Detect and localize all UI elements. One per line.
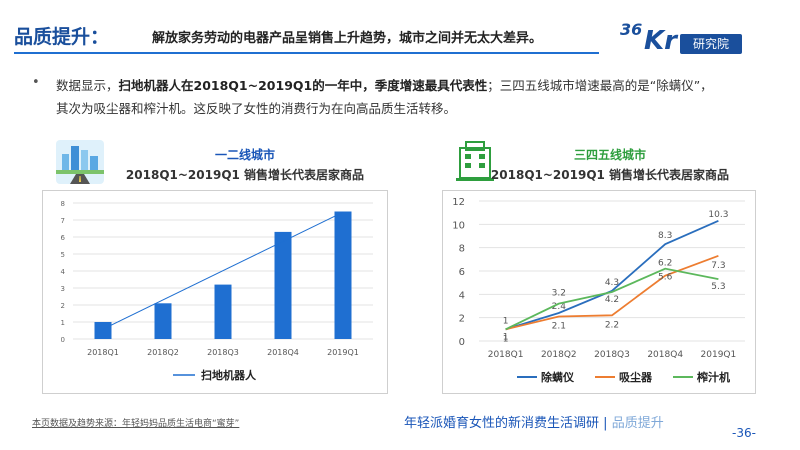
- footer-report-title: 年轻派婚育女性的新消费生活调研: [404, 416, 600, 431]
- left-y-tick-8: 8: [61, 200, 65, 208]
- footer-separator: |: [603, 416, 608, 431]
- right-legend-label-1: 吸尘器: [619, 370, 653, 384]
- left-x-tick-0: 2018Q1: [87, 348, 119, 357]
- right-y-tick-4: 8: [459, 244, 465, 255]
- right-x-tick-1: 2018Q2: [541, 350, 577, 360]
- right-data-label-1-0: 1: [503, 334, 509, 344]
- right-chart-frame: 0 2 4 6 8 10 12 2018Q1 2018Q2 2018Q3 2018Q4 2019Q1 1…: [442, 190, 756, 394]
- left-bar-2: [214, 284, 232, 339]
- left-y-tick-4: 4: [61, 268, 66, 276]
- building-icon: [456, 141, 494, 181]
- right-data-label-2-1: 3.2: [552, 289, 566, 299]
- right-data-label-2-0: 1: [503, 332, 509, 342]
- left-x-tick-2: 2018Q3: [207, 348, 239, 357]
- header-divider: [14, 52, 599, 54]
- right-data-label-2-2: 4.2: [605, 295, 619, 305]
- left-bar-0: [94, 322, 112, 339]
- right-y-tick-5: 10: [452, 220, 465, 231]
- header: 品质提升： 解放家务劳动的电器产品呈销售上升趋势，城市之间并无太大差异。: [0, 0, 800, 58]
- intro-bold: 扫地机器人在2018Q1~2019Q1的一年中，季度增速最具代表性: [118, 78, 488, 93]
- left-chart-frame: 0 1 2 3 4 5 6 7 8 2018Q1 2018Q2 2018Q3 2018Q4 2019Q1 扫…: [42, 190, 388, 394]
- right-line-0: [505, 220, 719, 331]
- right-x-tick-4: 2019Q1: [701, 350, 737, 360]
- right-y-tick-2: 4: [459, 290, 465, 301]
- left-x-tick-3: 2018Q4: [267, 348, 299, 357]
- footer-report: 年轻派婚育女性的新消费生活调研 | 品质提升: [404, 412, 664, 431]
- logo-num: 36: [620, 20, 643, 39]
- right-data-label-0-0: 1: [503, 316, 509, 326]
- left-y-tick-2: 2: [61, 302, 65, 310]
- right-data-label-2-3: 6.2: [658, 259, 672, 269]
- right-data-label-1-4: 7.3: [711, 261, 725, 271]
- left-chart: 0 1 2 3 4 5 6 7 8 2018Q1 2018Q2 2018Q3 2018Q4 2019Q1 扫…: [61, 200, 373, 382]
- logo-kr: Kr: [644, 26, 677, 56]
- right-data-label-0-3: 8.3: [658, 231, 672, 241]
- right-x-tick-0: 2018Q1: [488, 350, 524, 360]
- left-legend-label: 扫地机器人: [201, 368, 257, 382]
- left-y-tick-6: 6: [61, 234, 66, 242]
- right-data-label-1-3: 5.6: [658, 273, 673, 283]
- right-y-tick-3: 6: [459, 267, 465, 278]
- bullet-marker: •: [32, 75, 40, 90]
- right-y-tick-6: 12: [452, 197, 465, 208]
- page-number: -36-: [732, 426, 756, 440]
- left-y-tick-1: 1: [61, 319, 65, 327]
- logo-label: 研究院: [680, 34, 742, 54]
- right-legend-label-0: 除螨仪: [541, 370, 575, 384]
- right-chart: 0 2 4 6 8 10 12 2018Q1 2018Q2 2018Q3 2018Q4 2019Q1 1…: [452, 197, 745, 384]
- right-y-tick-0: 0: [459, 337, 465, 348]
- right-data-label-2-4: 5.3: [711, 282, 725, 292]
- right-data-label-0-2: 4.3: [605, 278, 619, 288]
- page-title: 品质提升：: [14, 26, 110, 48]
- left-y-tick-0: 0: [61, 336, 65, 344]
- left-y-tick-3: 3: [61, 285, 65, 293]
- footer-section: 品质提升: [611, 416, 664, 431]
- logo-36kr: 36 Kr 研究院: [620, 20, 750, 60]
- intro-part1: 数据显示，: [56, 78, 119, 93]
- footer-source: 本页数据及趋势来源：年轻妈妈品质生活电商“蜜芽”: [32, 419, 240, 429]
- left-y-tick-7: 7: [61, 217, 65, 225]
- left-y-tick-5: 5: [61, 251, 65, 259]
- right-chart-label: 三四五线城市: [573, 148, 646, 162]
- right-x-tick-2: 2018Q3: [594, 350, 630, 360]
- right-data-label-0-1: 2.4: [552, 302, 567, 312]
- left-chart-title: 2018Q1~2019Q1 销售增长代表居家商品: [125, 168, 365, 182]
- left-trendline: [102, 211, 344, 330]
- right-legend-label-2: 榨汁机: [696, 370, 730, 384]
- intro-part2: ；三四五线城市增速最高的是“除螨仪”，: [487, 78, 713, 93]
- right-chart-title: 2018Q1~2019Q1 销售增长代表居家商品: [490, 168, 730, 182]
- left-bar-3: [274, 231, 292, 339]
- left-x-tick-4: 2019Q1: [327, 348, 359, 357]
- page-subtitle: 解放家务劳动的电器产品呈销售上升趋势，城市之间并无太大差异。: [152, 31, 543, 46]
- intro-part3: 其次为吸尘器和榨汁机。这反映了女性的消费行为在向高品质生活转移。: [56, 101, 457, 116]
- left-bar-1: [154, 303, 172, 339]
- city-skyline-icon: [56, 140, 104, 184]
- right-y-tick-1: 2: [459, 314, 465, 325]
- right-data-label-1-2: 2.2: [605, 320, 619, 330]
- left-x-tick-1: 2018Q2: [147, 348, 179, 357]
- right-data-label-0-4: 10.3: [708, 210, 728, 220]
- right-line-2: [505, 267, 719, 331]
- right-data-label-1-1: 2.1: [552, 322, 566, 332]
- right-x-tick-3: 2018Q4: [647, 350, 683, 360]
- intro-paragraph: 数据显示，扫地机器人在2018Q1~2019Q1的一年中，季度增速最具代表性；三…: [56, 74, 786, 120]
- left-bar-4: [334, 211, 352, 339]
- right-line-1: [505, 254, 719, 331]
- left-chart-label: 一二线城市: [214, 148, 275, 162]
